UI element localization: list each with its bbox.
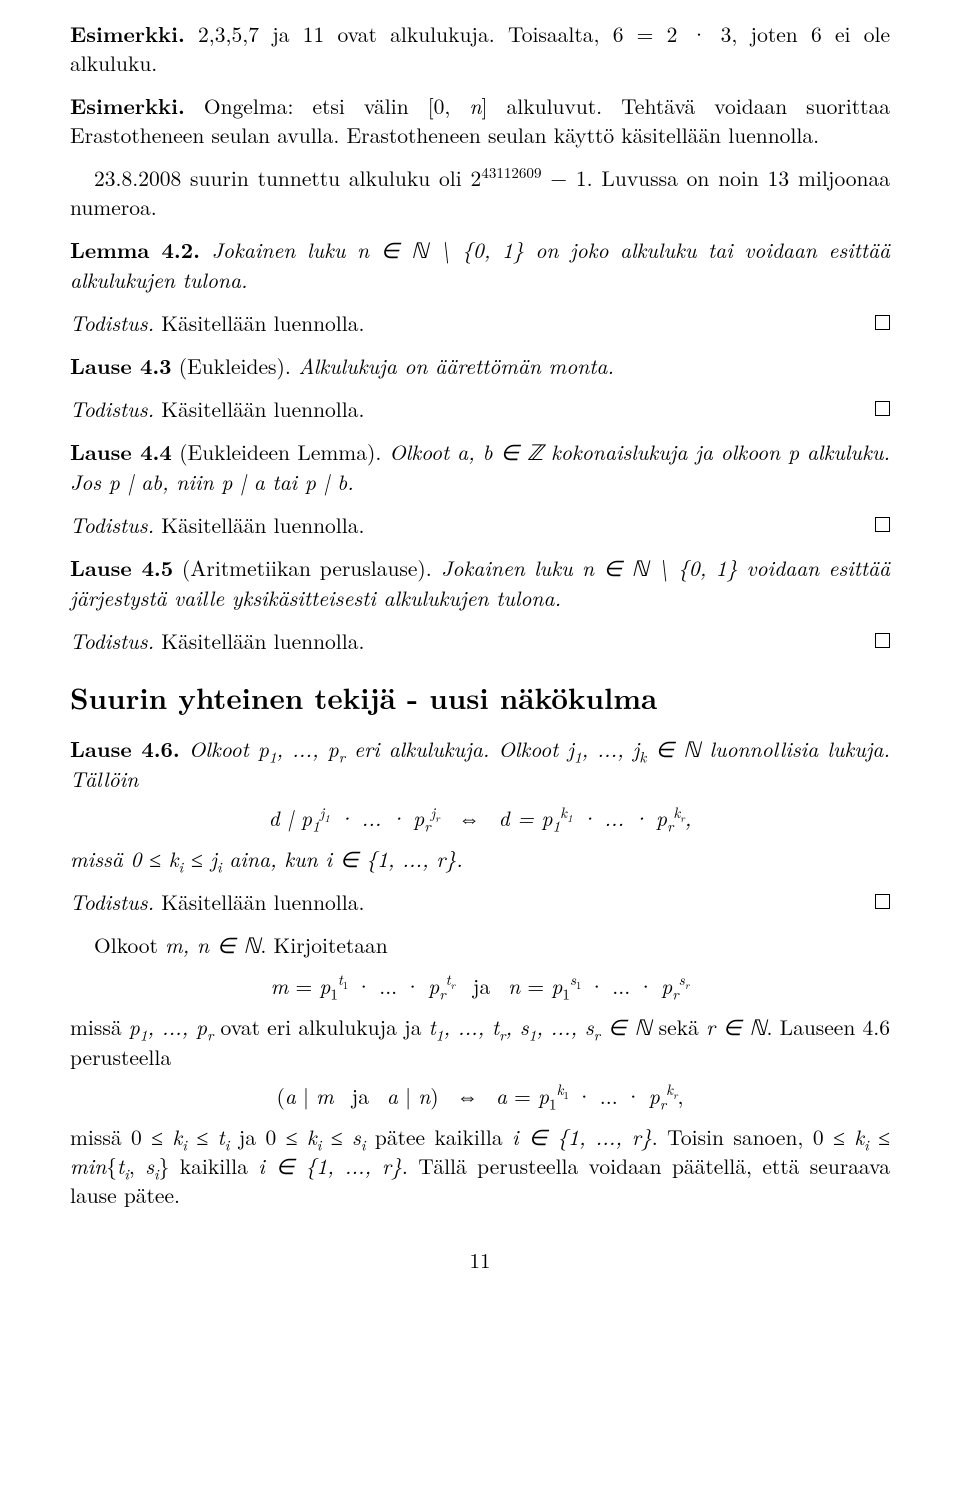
lemma-4-2: Lemma 4.2. Jokainen luku n ∈ ℕ \ {0, 1} … bbox=[70, 236, 890, 295]
theorem-text: eri alkulukuja. Olkoot bbox=[345, 734, 567, 764]
math: i ∈ {1, ..., r} bbox=[512, 1122, 652, 1152]
theorem-paren: (Aritmetiikan peruslause). bbox=[173, 553, 432, 583]
proof-2: Todistus. Käsitellään luennolla. bbox=[70, 395, 890, 424]
text: sekä bbox=[651, 1012, 706, 1042]
theorem-label: Lause 4.6. bbox=[70, 734, 180, 764]
text: pätee kaikilla bbox=[365, 1122, 512, 1152]
lause-4-5: Lause 4.5 (Aritmetiikan peruslause). Jok… bbox=[70, 554, 890, 613]
text: missä bbox=[70, 1122, 131, 1152]
math: m, n ∈ ℕ bbox=[165, 930, 260, 960]
text: missä bbox=[70, 1012, 129, 1042]
text: Olkoot bbox=[94, 930, 165, 960]
theorem-text: Olkoot bbox=[381, 437, 457, 467]
proof-label: Todistus. bbox=[70, 510, 154, 540]
display-math-2: m = p1t1 · ... · prtr ja n = p1s1 · ... … bbox=[70, 972, 890, 1001]
math: i ∈ {1, ..., r}. bbox=[325, 844, 462, 874]
math: p | a bbox=[221, 467, 264, 497]
text: ja bbox=[229, 1122, 265, 1152]
lemma-text: Jokainen luku bbox=[200, 235, 357, 265]
math: n ∈ ℕ \ {0, 1} bbox=[582, 553, 737, 583]
text: 23.8.2008 suurin tunnettu alkuluku oli 2 bbox=[94, 163, 481, 193]
proof-5: Todistus. Käsitellään luennolla. bbox=[70, 888, 890, 917]
theorem-paren: (Eukleideen Lemma). bbox=[172, 437, 382, 467]
example-label: Esimerkki. bbox=[70, 91, 185, 121]
text: kaikilla bbox=[169, 1151, 258, 1181]
text-after-46-2: missä p1, ..., pr ovat eri alkulukuja ja… bbox=[70, 1013, 890, 1072]
math: t1, ..., tr, s1, ..., sr ∈ ℕ bbox=[429, 1012, 652, 1042]
theorem-text: aina, kun bbox=[222, 844, 326, 874]
lause-4-4: Lause 4.4 (Eukleideen Lemma). Olkoot a, … bbox=[70, 438, 890, 497]
example-label: Esimerkki. bbox=[70, 19, 185, 49]
qed-icon bbox=[875, 633, 890, 648]
text: . Kirjoitetaan bbox=[260, 930, 387, 960]
theorem-label: Lause 4.5 bbox=[70, 553, 173, 583]
math: i ∈ {1, ..., r} bbox=[258, 1151, 402, 1181]
proof-label: Todistus. bbox=[70, 308, 154, 338]
theorem-text: , niin bbox=[162, 467, 221, 497]
math: p | ab bbox=[109, 467, 162, 497]
example-2-cont: 23.8.2008 suurin tunnettu alkuluku oli 2… bbox=[70, 164, 890, 222]
final-paragraph: missä 0 ≤ ki ≤ ti ja 0 ≤ ki ≤ si pätee k… bbox=[70, 1123, 890, 1210]
theorem-text: Olkoot bbox=[180, 734, 258, 764]
proof-1: Todistus. Käsitellään luennolla. bbox=[70, 309, 890, 338]
proof-4: Todistus. Käsitellään luennolla. bbox=[70, 627, 890, 656]
example-1: Esimerkki. 2,3,5,7 ja 11 ovat alkulukuja… bbox=[70, 20, 890, 78]
proof-label: Todistus. bbox=[70, 887, 154, 917]
math: r ∈ ℕ bbox=[706, 1012, 767, 1042]
proof-text: Käsitellään luennolla. bbox=[154, 394, 364, 424]
theorem-text: tai bbox=[265, 467, 305, 497]
proof-3: Todistus. Käsitellään luennolla. bbox=[70, 511, 890, 540]
math: j1, ..., jk ∈ ℕ bbox=[567, 734, 700, 764]
qed-icon bbox=[875, 894, 890, 909]
theorem-text: Jokainen luku bbox=[432, 553, 582, 583]
section-heading: Suurin yhteinen tekijä - uusi näkökulma bbox=[70, 678, 890, 717]
proof-text: Käsitellään luennolla. bbox=[154, 308, 364, 338]
page-content: Esimerkki. 2,3,5,7 ja 11 ovat alkulukuja… bbox=[0, 0, 960, 1511]
text: Ongelma: etsi välin [0, bbox=[185, 91, 470, 121]
example-2: Esimerkki. Ongelma: etsi välin [0, n] al… bbox=[70, 92, 890, 150]
qed-icon bbox=[875, 315, 890, 330]
math: p1, ..., pr bbox=[258, 734, 345, 764]
qed-icon bbox=[875, 517, 890, 532]
proof-text: Käsitellään luennolla. bbox=[154, 626, 364, 656]
theorem-text: kokonaislukuja ja olkoon bbox=[543, 437, 788, 467]
theorem-text: Alkulukuja on äärettömän monta. bbox=[291, 351, 614, 381]
proof-text: Käsitellään luennolla. bbox=[154, 887, 364, 917]
math: n ∈ ℕ \ {0, 1} bbox=[357, 235, 524, 265]
lause-4-6: Lause 4.6. Olkoot p1, ..., pr eri alkulu… bbox=[70, 735, 890, 794]
exponent: 43112609 bbox=[481, 162, 541, 183]
proof-label: Todistus. bbox=[70, 626, 154, 656]
lause-4-6-cont: missä 0 ≤ ki ≤ ji aina, kun i ∈ {1, ...,… bbox=[70, 845, 890, 874]
math: 0 ≤ ki ≤ si bbox=[265, 1122, 365, 1152]
math: 0 ≤ ki ≤ ji bbox=[130, 844, 221, 874]
text: ovat eri alkulukuja ja bbox=[213, 1012, 428, 1042]
text: . Toisin sanoen, bbox=[652, 1122, 813, 1152]
math: p | b. bbox=[305, 467, 354, 497]
proof-label: Todistus. bbox=[70, 394, 154, 424]
text-after-46: Olkoot m, n ∈ ℕ. Kirjoitetaan bbox=[70, 931, 890, 961]
display-math-1: d | p1j1 · ... · prjr ⇔ d = p1k1 · ... ·… bbox=[70, 804, 890, 833]
lause-4-3: Lause 4.3 (Eukleides). Alkulukuja on äär… bbox=[70, 352, 890, 381]
theorem-text: missä bbox=[70, 844, 130, 874]
math: p1, ..., pr bbox=[129, 1012, 214, 1042]
page-number: 11 bbox=[70, 1246, 890, 1274]
theorem-paren: (Eukleides). bbox=[172, 351, 291, 381]
theorem-label: Lause 4.3 bbox=[70, 351, 172, 381]
proof-text: Käsitellään luennolla. bbox=[154, 510, 364, 540]
theorem-label: Lause 4.4 bbox=[70, 437, 172, 467]
math-n: n bbox=[469, 91, 481, 121]
example-text: 2,3,5,7 ja 11 ovat alkulukuja. Toisaalta… bbox=[70, 19, 890, 78]
qed-icon bbox=[875, 401, 890, 416]
math: p bbox=[788, 437, 799, 467]
display-math-3: (a | m ja a | n) ⇔ a = p1k1 · ... · prkr… bbox=[70, 1082, 890, 1111]
math: a, b ∈ ℤ bbox=[457, 437, 543, 467]
lemma-label: Lemma 4.2. bbox=[70, 235, 200, 265]
math: 0 ≤ ki ≤ ti bbox=[131, 1122, 229, 1152]
